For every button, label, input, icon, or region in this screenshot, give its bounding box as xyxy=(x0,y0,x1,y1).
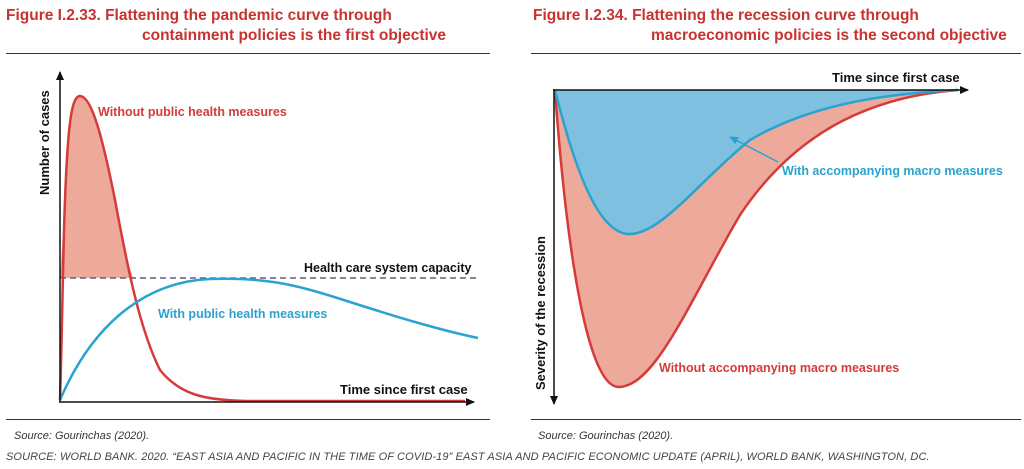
left-chart: Number of cases Time since first case Wi… xyxy=(37,71,479,406)
left-excess-area xyxy=(60,96,133,278)
left-title-line1: Flattening the pandemic curve through xyxy=(105,7,392,24)
footer-source: SOURCE: WORLD BANK. 2020. “EAST ASIA AND… xyxy=(6,451,930,463)
annotation-without-macro: Without accompanying macro measures xyxy=(659,361,899,375)
left-source-text: Gourinchas (2020). xyxy=(51,430,150,442)
left-title-line2: containment policies is the first object… xyxy=(142,27,447,44)
with-macro-curve xyxy=(553,88,959,236)
right-title-line2: macroeconomic policies is the second obj… xyxy=(651,27,1007,44)
annotation-with-macro: With accompanying macro measures xyxy=(782,164,1003,178)
left-bottom-rule xyxy=(6,419,490,420)
left-source-label: Source: xyxy=(14,430,52,442)
left-source: Source: Gourinchas (2020). xyxy=(14,430,149,442)
right-source-label: Source: xyxy=(538,430,576,442)
with-macro-area xyxy=(555,90,958,235)
left-y-axis-label: Number of cases xyxy=(37,90,52,195)
right-chart: Time since first case Severity of the re… xyxy=(533,70,1003,405)
right-source-text: Gourinchas (2020). xyxy=(575,430,674,442)
left-x-axis-label: Time since first case xyxy=(340,382,468,397)
right-source: Source: Gourinchas (2020). xyxy=(538,430,673,442)
left-title-rule xyxy=(6,53,490,54)
right-x-axis-label: Time since first case xyxy=(832,70,960,85)
right-title-rule xyxy=(531,53,1021,54)
annotation-with-measures: With public health measures xyxy=(158,307,327,321)
right-y-axis-label: Severity of the recession xyxy=(533,236,548,390)
without-macro-curve xyxy=(553,88,959,389)
annotation-without-measures: Without public health measures xyxy=(98,105,287,119)
right-title-line1: Flattening the recession curve through xyxy=(632,7,919,24)
left-figure-number: Figure I.2.33. xyxy=(6,7,101,24)
right-figure-number: Figure I.2.34. xyxy=(533,7,628,24)
with-measures-curve xyxy=(58,277,479,401)
annotation-capacity: Health care system capacity xyxy=(304,261,472,275)
without-measures-curve xyxy=(58,94,465,403)
right-figure-title: Figure I.2.34. Flattening the recession … xyxy=(533,6,1007,46)
left-figure-title: Figure I.2.33. Flattening the pandemic c… xyxy=(6,6,446,46)
macro-pointer-arrow xyxy=(729,136,779,163)
right-bottom-rule xyxy=(531,419,1021,420)
